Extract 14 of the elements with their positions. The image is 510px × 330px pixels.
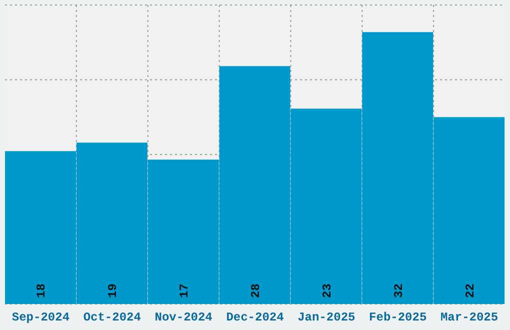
data-label: 18: [34, 284, 49, 298]
data-label: 22: [463, 284, 478, 298]
x-tick-label: Nov-2024: [154, 310, 212, 325]
data-label: 19: [106, 284, 120, 298]
data-label: 17: [178, 284, 192, 298]
x-tick-label: Feb-2025: [369, 310, 427, 325]
x-tick-label: Jan-2025: [298, 310, 356, 325]
x-tick-label: Sep-2024: [12, 310, 70, 325]
data-label: 28: [248, 284, 263, 298]
data-label: 32: [392, 284, 406, 298]
x-tick-label: Oct-2024: [83, 310, 141, 325]
x-tick-label: Mar-2025: [440, 310, 498, 325]
data-label: 23: [320, 284, 334, 298]
x-tick-label: Dec-2024: [226, 310, 284, 325]
